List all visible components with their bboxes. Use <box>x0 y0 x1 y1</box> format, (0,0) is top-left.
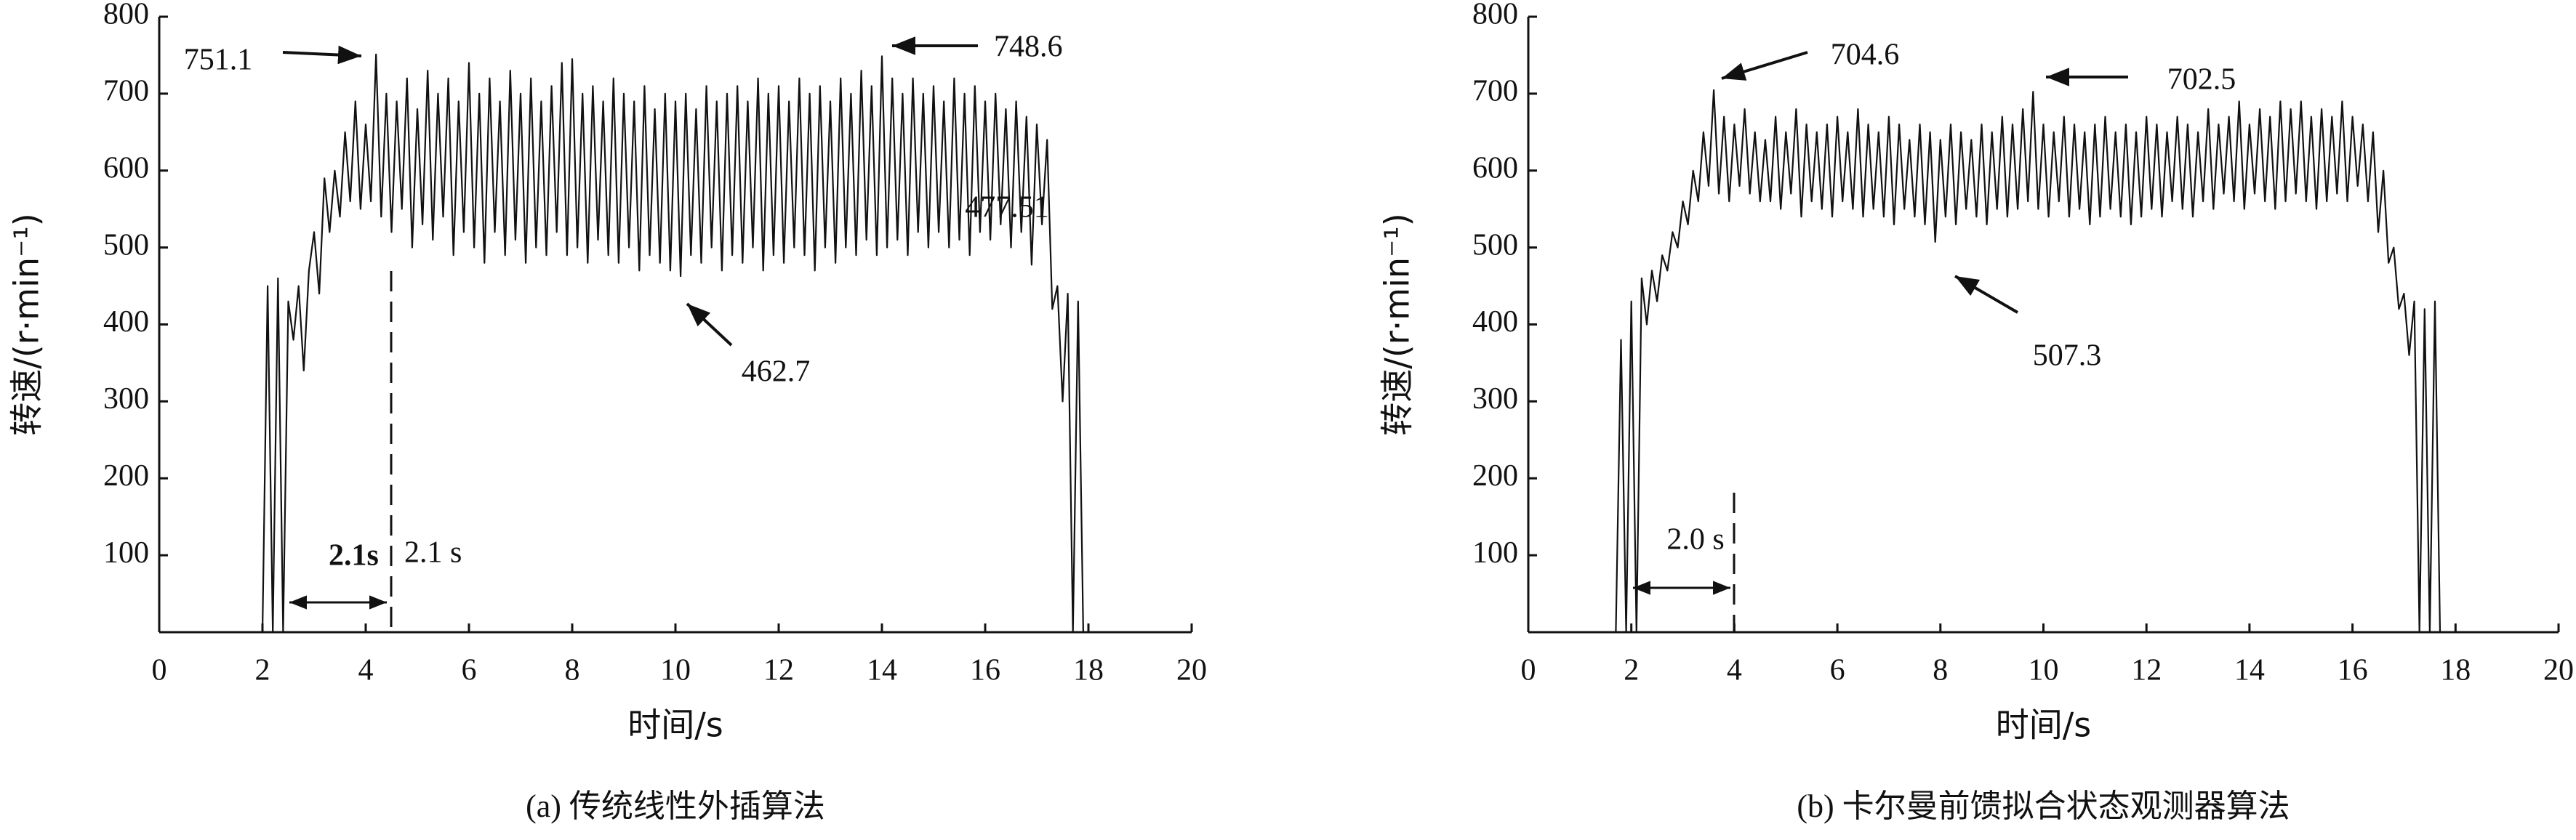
y-tick-label: 600 <box>1472 151 1518 185</box>
caption: (b) 卡尔曼前馈拟合状态观测器算法 <box>1797 788 2290 824</box>
speed-line <box>1528 89 2559 634</box>
y-tick-label: 100 <box>1472 536 1518 570</box>
x-tick-label: 14 <box>2234 654 2265 687</box>
x-tick-label: 6 <box>462 654 477 687</box>
x-tick-label: 0 <box>152 654 167 687</box>
y-tick-label: 300 <box>1472 382 1518 416</box>
callout-arrow <box>282 45 362 65</box>
speed-line <box>159 53 1192 634</box>
annotation: 751.1 <box>184 44 253 77</box>
annotation: 477.51 <box>965 191 1049 225</box>
y-tick-label: 600 <box>103 151 149 185</box>
y-tick-label: 500 <box>103 228 149 262</box>
x-tick-label: 14 <box>867 654 897 687</box>
y-tick-label: 500 <box>1472 228 1518 262</box>
y-tick-label: 100 <box>103 536 149 570</box>
y-tick-label: 800 <box>1472 0 1518 31</box>
y-tick-label: 400 <box>103 305 149 339</box>
x-tick-label: 4 <box>358 654 374 687</box>
annotation: 748.6 <box>994 31 1063 64</box>
x-tick-label: 10 <box>2029 654 2059 687</box>
callout-arrow <box>686 302 733 347</box>
x-tick-label: 0 <box>1521 654 1536 687</box>
x-tick-label: 18 <box>2440 654 2471 687</box>
x-tick-label: 18 <box>1073 654 1104 687</box>
y-tick-label: 700 <box>1472 75 1518 108</box>
x-axis-title: 时间/s <box>627 706 723 745</box>
y-tick-label: 200 <box>1472 459 1518 493</box>
callout-arrow <box>1954 275 2019 314</box>
x-tick-label: 10 <box>660 654 691 687</box>
y-axis-title: 转速/(r·min⁻¹) <box>7 213 47 435</box>
y-tick-label: 400 <box>1472 305 1518 339</box>
y-tick-label: 300 <box>103 382 149 416</box>
x-tick-label: 2 <box>255 654 270 687</box>
x-axis-title: 时间/s <box>1996 706 2091 745</box>
annotation: 2.1s <box>329 539 379 573</box>
x-tick-label: 6 <box>1830 654 1845 687</box>
x-tick-label: 20 <box>1176 654 1207 687</box>
annotation: 2.0 s <box>1666 523 1724 557</box>
annotation: 704.6 <box>1831 39 1900 72</box>
x-tick-label: 8 <box>1933 654 1948 687</box>
x-tick-label: 8 <box>565 654 580 687</box>
x-tick-label: 16 <box>2338 654 2368 687</box>
x-tick-label: 12 <box>763 654 794 687</box>
x-tick-label: 16 <box>970 654 1000 687</box>
x-tick-label: 12 <box>2131 654 2162 687</box>
annotation: 702.5 <box>2167 63 2236 97</box>
caption: (a) 传统线性外插算法 <box>526 788 825 824</box>
y-axis-title: 转速/(r·min⁻¹) <box>1378 213 1417 435</box>
x-tick-label: 4 <box>1727 654 1742 687</box>
callout-arrow <box>1721 51 1808 81</box>
x-tick-label: 20 <box>2543 654 2574 687</box>
y-tick-label: 700 <box>103 75 149 108</box>
annotation: 507.3 <box>2033 339 2102 373</box>
annotation: 462.7 <box>742 355 811 389</box>
annotation: 2.1 s <box>404 536 462 570</box>
y-tick-label: 200 <box>103 459 149 493</box>
y-tick-label: 800 <box>103 0 149 31</box>
x-tick-label: 2 <box>1624 654 1639 687</box>
